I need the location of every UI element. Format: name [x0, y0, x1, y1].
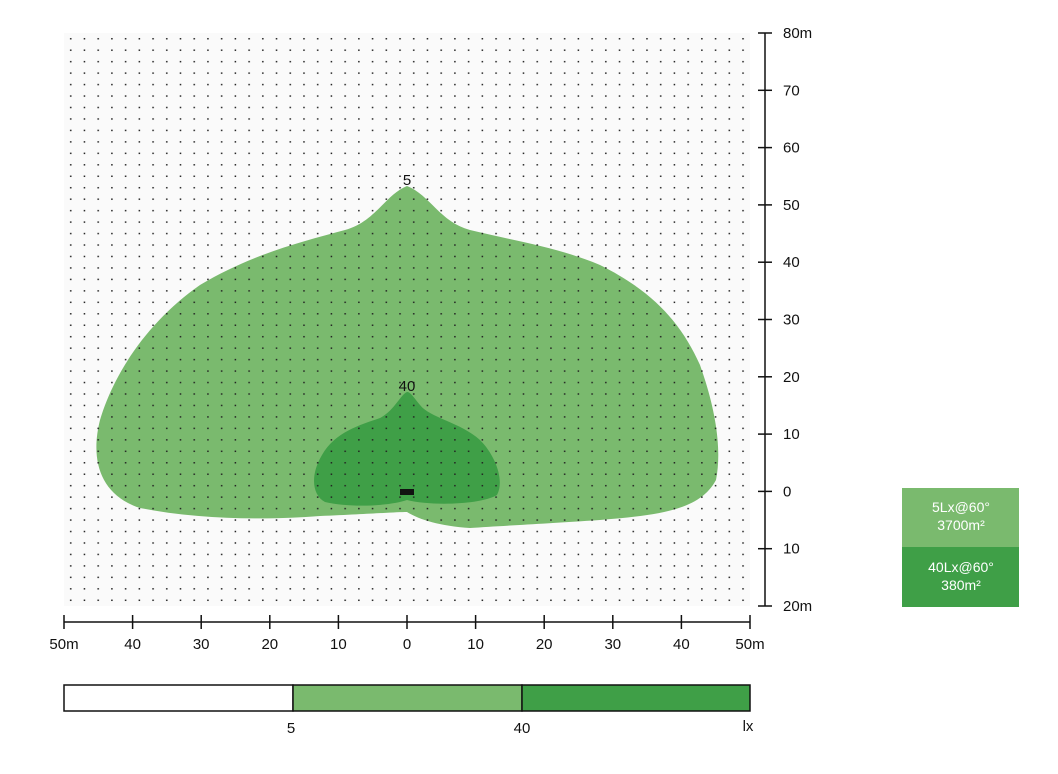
- color-bar-label: lx: [743, 718, 754, 735]
- legend-area: 380m²: [941, 577, 981, 593]
- y-tick-label: 30: [783, 312, 800, 329]
- color-bar-segment: [292, 684, 523, 712]
- color-bar-segment: [521, 684, 751, 712]
- x-tick-label: 50m: [49, 636, 78, 653]
- contour-label: 5: [403, 172, 411, 189]
- x-tick-label: 20: [536, 636, 553, 653]
- color-bar-label: 5: [287, 720, 295, 737]
- color-bar-label: 40: [514, 720, 531, 737]
- x-tick-label: 10: [467, 636, 484, 653]
- y-tick-label: 0: [783, 483, 791, 500]
- grid-dots: [64, 33, 750, 606]
- x-tick-label: 40: [673, 636, 690, 653]
- x-tick-label: 10: [330, 636, 347, 653]
- y-tick-label: 20m: [783, 598, 812, 615]
- legend-item: [902, 488, 1019, 547]
- contour-label: 40: [399, 378, 416, 395]
- x-tick-label: 20: [261, 636, 278, 653]
- y-tick-label: 70: [783, 82, 800, 99]
- y-tick-label: 80m: [783, 25, 812, 42]
- legend-level: 5Lx@60°: [932, 499, 990, 515]
- y-tick-label: 50: [783, 197, 800, 214]
- x-tick-label: 40: [124, 636, 141, 653]
- legend-level: 40Lx@60°: [928, 559, 994, 575]
- legend-item: [902, 547, 1019, 607]
- legend-area: 3700m²: [937, 517, 985, 533]
- y-tick-label: 10: [783, 426, 800, 443]
- color-bar-segment: [63, 684, 294, 712]
- luminaire: [400, 489, 414, 495]
- x-tick-label: 0: [403, 636, 411, 653]
- y-tick-label: 60: [783, 140, 800, 157]
- y-tick-label: 20: [783, 369, 800, 386]
- y-tick-label: 40: [783, 254, 800, 271]
- x-tick-label: 50m: [735, 636, 764, 653]
- x-tick-label: 30: [193, 636, 210, 653]
- y-tick-label: 10: [783, 541, 800, 558]
- x-tick-label: 30: [604, 636, 621, 653]
